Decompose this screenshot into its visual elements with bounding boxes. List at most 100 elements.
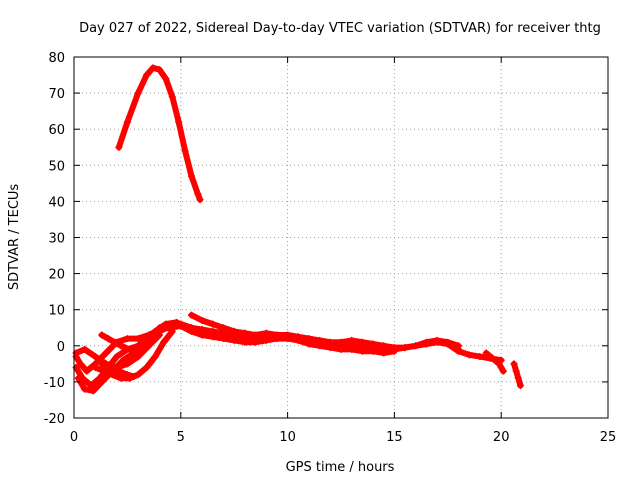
data-point-marker (91, 363, 99, 371)
y-tick-label: 20 (48, 268, 65, 283)
data-point-marker (316, 342, 324, 350)
data-point-marker (155, 66, 163, 74)
data-point-marker (74, 374, 82, 382)
data-point-marker (198, 317, 206, 325)
data-point-marker (369, 340, 377, 348)
data-point-marker (123, 371, 131, 379)
data-point-marker (187, 172, 195, 180)
data-point-marker (111, 338, 119, 346)
x-tick-label: 0 (70, 430, 78, 445)
data-point-marker (401, 344, 409, 352)
data-point-marker (113, 353, 121, 361)
data-point-marker (495, 360, 503, 368)
data-point-marker (100, 367, 108, 375)
data-point-marker (209, 320, 217, 328)
data-point-marker (76, 360, 84, 368)
data-point-marker (130, 372, 138, 380)
data-point-marker (155, 324, 163, 332)
y-tick-label: 50 (48, 159, 65, 174)
series-line-tail-b (483, 350, 507, 375)
data-point-marker (465, 351, 473, 359)
x-tick-label: 10 (279, 430, 296, 445)
data-point-marker (134, 349, 142, 357)
data-point-marker (433, 336, 441, 344)
y-tick-label: 10 (48, 304, 65, 319)
data-point-marker (143, 342, 151, 350)
data-point-marker (489, 354, 497, 362)
data-point-marker (262, 336, 270, 344)
data-point-marker (143, 363, 151, 371)
data-point-marker (380, 349, 388, 357)
data-point-marker (510, 360, 518, 368)
y-tick-label: -20 (44, 412, 65, 427)
data-point-marker (412, 342, 420, 350)
data-point-marker (380, 342, 388, 350)
data-point-marker (98, 331, 106, 339)
data-point-marker (422, 338, 430, 346)
data-point-marker (168, 93, 176, 101)
data-point-marker (241, 329, 249, 337)
data-point-marker (390, 347, 398, 355)
data-point-marker (115, 143, 123, 151)
data-point-marker (454, 347, 462, 355)
data-point-marker (273, 335, 281, 343)
data-point-marker (194, 190, 202, 198)
y-tick-label: 40 (48, 195, 65, 210)
series-line-tail-c (511, 360, 524, 389)
data-point-marker (348, 345, 356, 353)
y-tick-label: -10 (44, 376, 65, 391)
data-point-marker (134, 89, 142, 97)
data-point-marker (81, 385, 89, 393)
chart-title: Day 027 of 2022, Sidereal Day-to-day VTE… (79, 21, 601, 36)
data-point-marker (294, 336, 302, 344)
y-tick-label: 60 (48, 123, 65, 138)
data-point-marker (102, 360, 110, 368)
series-layer (72, 64, 524, 395)
y-tick-label: 0 (57, 340, 65, 355)
data-point-marker (230, 327, 238, 335)
data-point-marker (337, 345, 345, 353)
data-point-marker (126, 345, 134, 353)
data-point-marker (476, 353, 484, 361)
data-point-marker (482, 349, 490, 357)
data-point-marker (181, 147, 189, 155)
data-point-marker (187, 311, 195, 319)
data-point-marker (198, 331, 206, 339)
data-point-marker (177, 320, 185, 328)
data-point-marker (252, 338, 260, 346)
data-point-marker (113, 363, 121, 371)
data-point-marker (108, 371, 116, 379)
x-tick-label: 20 (493, 430, 510, 445)
data-point-marker (166, 320, 174, 328)
data-point-marker (117, 342, 125, 350)
x-tick-label: 15 (386, 430, 403, 445)
data-point-marker (175, 118, 183, 126)
data-point-marker (369, 347, 377, 355)
x-axis-label: GPS time / hours (286, 460, 395, 475)
data-point-marker (209, 333, 217, 341)
data-point-marker (512, 367, 520, 375)
data-point-marker (102, 349, 110, 357)
data-point-marker (262, 329, 270, 337)
data-point-marker (514, 374, 522, 382)
data-point-marker (337, 338, 345, 346)
data-point-marker (516, 382, 524, 390)
data-point-marker (91, 353, 99, 361)
y-axis-label: SDTVAR / TECUs (7, 184, 22, 291)
x-tick-label: 5 (177, 430, 185, 445)
data-point-marker (220, 335, 228, 343)
data-point-marker (348, 336, 356, 344)
data-point-marker (230, 336, 238, 344)
data-point-marker (220, 324, 228, 332)
data-point-marker (196, 196, 204, 204)
data-point-marker (444, 340, 452, 348)
data-point-marker (358, 338, 366, 346)
data-point-marker (168, 327, 176, 335)
data-point-marker (89, 387, 97, 395)
data-point-marker (151, 327, 159, 335)
data-point-marker (83, 367, 91, 375)
data-point-marker (162, 75, 170, 83)
data-point-marker (81, 345, 89, 353)
